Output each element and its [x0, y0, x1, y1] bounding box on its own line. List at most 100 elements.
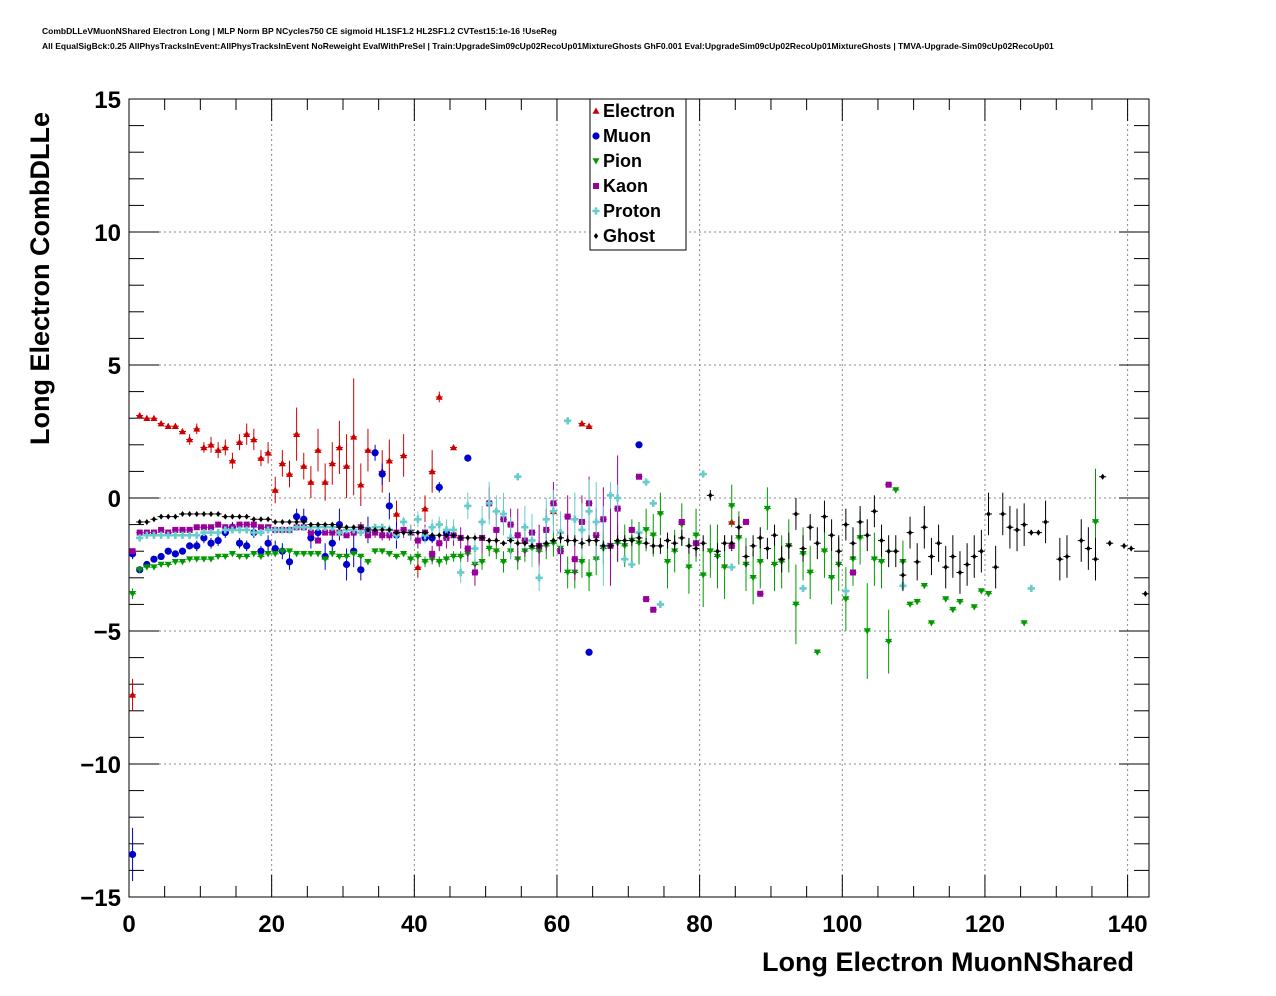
muon-point	[385, 502, 393, 510]
proton-point	[656, 600, 664, 608]
ghost-point	[201, 510, 207, 517]
ghost-point	[872, 508, 877, 515]
ghost-point	[380, 526, 385, 533]
electron-point	[171, 422, 179, 429]
kaon-point	[243, 521, 250, 528]
ghost-point	[665, 537, 670, 544]
grid-lines	[129, 99, 1149, 897]
ghost-point	[572, 537, 578, 544]
electron-point	[236, 438, 244, 445]
electron-point	[257, 454, 265, 461]
ghost-point	[501, 540, 506, 547]
ghost-point	[315, 521, 321, 528]
ghost-point	[479, 534, 485, 541]
electron-point	[578, 420, 586, 427]
pion-point	[450, 553, 458, 561]
proton-point	[649, 499, 657, 507]
pion-point	[656, 511, 664, 518]
pion-point	[813, 649, 821, 656]
pion-point	[257, 553, 265, 561]
ghost-point	[244, 513, 249, 520]
ghost-point	[194, 510, 199, 517]
y-tick-label: 10	[94, 220, 121, 247]
muon-point	[128, 850, 137, 859]
proton-point	[606, 491, 615, 499]
ghost-point	[1093, 556, 1098, 563]
pion-point	[343, 553, 351, 561]
proton-point	[578, 526, 586, 534]
pion-point	[649, 532, 657, 539]
x-tick-label: 140	[1108, 911, 1148, 938]
pion-point	[207, 556, 215, 563]
ghost-point	[1007, 524, 1013, 531]
ghost-point	[173, 513, 178, 520]
ghost-point	[465, 534, 471, 541]
legend-label-muon: Muon	[603, 126, 651, 146]
pion-point	[485, 545, 493, 553]
electron-point	[400, 451, 408, 459]
ghost-point	[258, 516, 264, 523]
electron-point	[264, 449, 272, 456]
muon-point	[357, 566, 365, 574]
series-proton	[136, 417, 1035, 608]
pion-point	[300, 551, 308, 558]
ghost-point	[1057, 556, 1063, 563]
pion-point	[221, 553, 229, 561]
pion-point	[129, 590, 137, 598]
proton-point	[528, 536, 536, 545]
electron-point	[300, 462, 308, 469]
ghost-point	[700, 540, 706, 547]
kaon-point	[343, 532, 350, 539]
ghost-point	[273, 518, 278, 525]
pion-point	[728, 503, 736, 510]
ghost-point	[629, 537, 635, 544]
ghost-point	[658, 542, 663, 549]
proton-point	[157, 531, 165, 539]
ghost-point	[608, 542, 613, 549]
pion-point	[878, 559, 886, 566]
ghost-point	[565, 537, 570, 544]
pion-point	[157, 561, 165, 568]
ghost-point	[308, 521, 314, 528]
kaon-point	[315, 537, 322, 544]
pion-point	[178, 559, 186, 566]
legend-marker-muon	[592, 132, 600, 140]
pion-point	[621, 543, 629, 550]
ghost-point	[408, 529, 413, 536]
pion-point	[335, 553, 343, 561]
ghost-point	[401, 529, 406, 536]
electron-point	[221, 443, 229, 451]
ghost-point	[1079, 537, 1084, 544]
proton-point	[535, 574, 543, 582]
proton-point	[492, 507, 500, 515]
electron-point	[164, 422, 172, 429]
ghost-point	[786, 542, 791, 549]
proton-point	[264, 526, 272, 534]
kaon-point	[564, 513, 571, 520]
pion-point	[949, 606, 957, 614]
ghost-point	[237, 513, 242, 520]
pion-point	[906, 601, 914, 608]
ghost-point	[643, 540, 649, 547]
ghost-point	[743, 553, 749, 560]
series-muon	[128, 441, 643, 882]
ghost-point	[1043, 518, 1048, 525]
pion-point	[193, 556, 201, 563]
pion-point	[307, 551, 315, 558]
ghost-point	[1128, 545, 1134, 552]
ghost-point	[1029, 529, 1034, 536]
pion-point	[763, 505, 771, 513]
muon-point	[186, 542, 194, 550]
kaon-point	[307, 529, 314, 536]
ghost-point	[415, 529, 421, 536]
proton-point	[171, 531, 179, 539]
proton-point	[335, 528, 344, 537]
proton-point	[357, 528, 365, 537]
ghost-point	[180, 510, 185, 517]
muon-point	[164, 547, 172, 555]
proton-point	[243, 526, 251, 534]
kaon-point	[849, 569, 856, 576]
pion-point	[285, 548, 293, 555]
y-tick-label: 15	[94, 87, 121, 114]
y-tick-label: −10	[80, 752, 121, 779]
